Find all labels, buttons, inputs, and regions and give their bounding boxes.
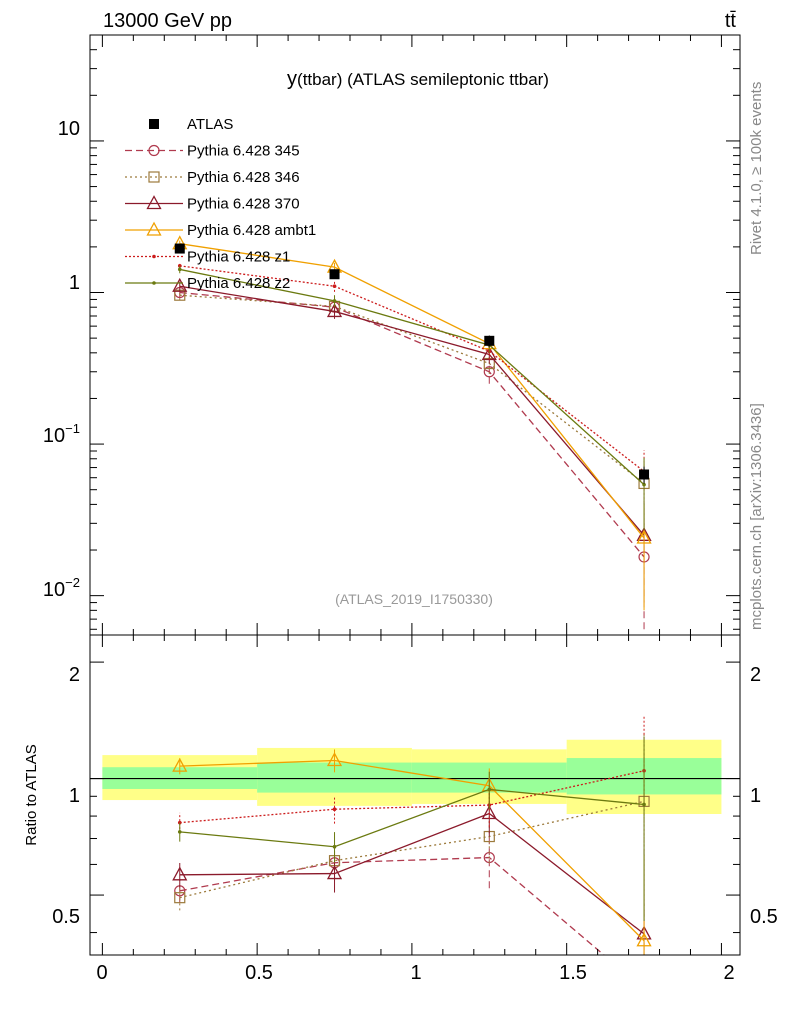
series-4-ratio-line — [179, 770, 645, 824]
data-point — [174, 243, 185, 254]
series-5-ratio-point — [177, 830, 182, 834]
series-5-line — [179, 268, 645, 486]
series-5-ratio-line — [179, 788, 645, 848]
chart-title: y(ttbar) (ATLAS semileptonic ttbar) — [287, 68, 549, 90]
series-0-line — [179, 291, 645, 558]
x-tick-label: 0 — [96, 962, 107, 984]
y-tick-label-main: 1 — [69, 272, 80, 294]
series-5-ratio-point — [332, 844, 337, 849]
title-main: y — [287, 68, 297, 90]
analysis-id: (ATLAS_2019_I1750330) — [335, 591, 493, 607]
legend-label: Pythia 6.428 ambt1 — [187, 222, 316, 239]
legend-marker — [146, 221, 162, 236]
series-1-ratio-line — [179, 800, 645, 899]
process-label: tt̄ — [725, 10, 737, 32]
x-tick-label: 2 — [723, 962, 734, 984]
series-2-ratio-point — [326, 865, 343, 880]
y-tick-label-ratio: 2 — [69, 664, 80, 686]
series-5-point — [177, 267, 182, 272]
legend-label: Pythia 6.428 346 — [187, 169, 300, 186]
series-4-line — [179, 265, 645, 472]
y-tick-label-ratio-right: 1 — [750, 785, 761, 807]
series-3-line — [179, 243, 645, 539]
x-tick-label: 1.5 — [559, 962, 587, 984]
rivet-label: Rivet 4.1.0, ≥ 100k events — [748, 82, 765, 255]
series-3-ratio-point — [636, 932, 652, 947]
series-5-ratio-point — [487, 787, 492, 792]
main-plot-content — [172, 235, 652, 630]
energy-label: 13000 GeV pp — [103, 10, 232, 32]
legend-label: Pythia 6.428 345 — [187, 143, 300, 160]
legend-data-label: ATLAS — [187, 116, 233, 133]
ratio-plot-content — [172, 716, 652, 994]
data-point — [484, 335, 495, 346]
data-point — [639, 469, 650, 480]
legend-marker — [148, 171, 160, 183]
legend-marker — [146, 195, 162, 210]
series-3-point — [636, 529, 652, 544]
y-tick-label-main: 10−1 — [43, 421, 80, 447]
y-tick-label-ratio-right: 0.5 — [750, 906, 778, 928]
legend-label: Pythia 6.428 z1 — [187, 249, 290, 266]
series-2-ratio-line — [179, 812, 645, 935]
series-5-point — [642, 482, 646, 487]
legend-marker — [148, 144, 160, 157]
series-4-point — [332, 284, 337, 289]
series-0-point — [483, 366, 495, 378]
legend-label: Pythia 6.428 370 — [187, 196, 300, 213]
y-tick-label-ratio: 1 — [69, 785, 80, 807]
y-tick-label-main: 10 — [58, 118, 80, 140]
ratio-axis-label: Ratio to ATLAS — [23, 744, 40, 845]
series-2-point — [172, 277, 188, 292]
series-3-ratio-line — [179, 759, 645, 942]
y-tick-label-ratio: 0.5 — [52, 906, 80, 928]
legend-label: Pythia 6.428 z2 — [187, 275, 290, 292]
series-5-point — [332, 299, 337, 303]
legend: ATLAS Pythia 6.428 345 Pythia 6.428 346 Pyt… — [125, 116, 316, 292]
title-paren: (ttbar) — [297, 70, 342, 89]
series-3-ratio-point — [172, 757, 188, 772]
legend-marker — [152, 281, 156, 285]
x-tick-label: 1 — [410, 962, 421, 984]
ratio-uncertainty-bands — [90, 739, 740, 814]
ratio-plot-frame — [89, 634, 741, 956]
series-2-line — [179, 285, 645, 536]
series-3-ratio-point — [326, 752, 343, 767]
series-0-ratio-point — [639, 984, 649, 994]
y-tick-label-main: 10−2 — [43, 575, 80, 601]
axis-ticks — [90, 34, 740, 955]
legend-data-marker — [149, 119, 159, 129]
y-tick-label-ratio-right: 2 — [750, 664, 761, 686]
title-rest: (ATLAS semileptonic ttbar) — [342, 70, 549, 89]
legend-marker — [152, 254, 156, 259]
series-2-point — [326, 303, 343, 318]
x-tick-label: 0.5 — [245, 962, 273, 984]
series-5-ratio-point — [642, 802, 646, 807]
series-2-ratio-point — [172, 866, 188, 881]
data-point — [329, 269, 340, 280]
series-1-ratio-point — [174, 892, 186, 904]
series-0-ratio-line — [179, 856, 605, 955]
source-label: mcplots.cern.ch [arXiv:1306.3436] — [748, 403, 765, 630]
series-4-ratio-point — [332, 807, 337, 812]
